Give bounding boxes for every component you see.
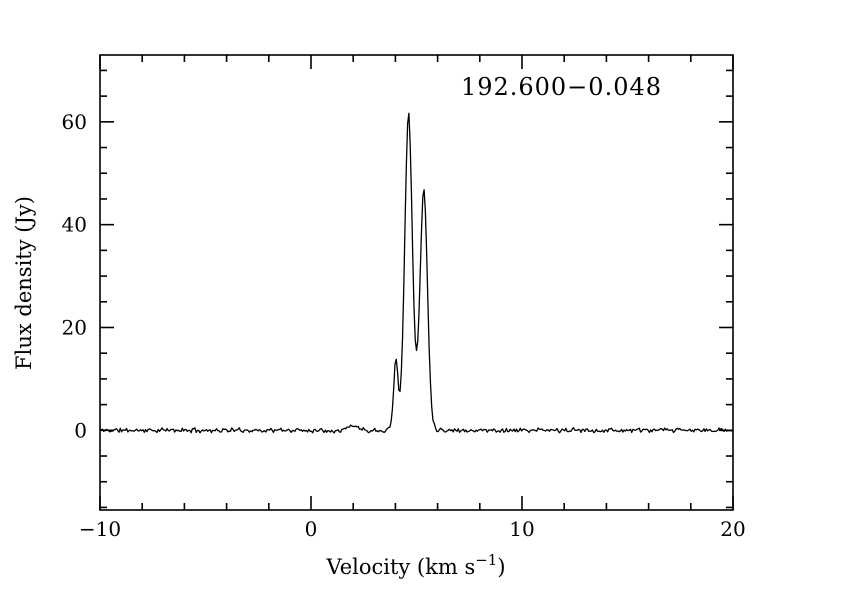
- plot-frame: [99, 54, 734, 511]
- x-tick-label: 20: [720, 517, 745, 541]
- x-tick-label: 10: [509, 517, 534, 541]
- y-axis-label: Flux density (Jy): [12, 196, 36, 370]
- spectrum-line: [99, 112, 734, 434]
- y-tick-label: 60: [62, 110, 87, 134]
- x-axis-label: Velocity (km s−1): [325, 551, 505, 579]
- plot-area: −10 0 10 20 0 20 40 60: [62, 54, 746, 541]
- source-name-label: 192.600−0.048: [461, 73, 662, 101]
- y-tick-label: 0: [74, 418, 87, 442]
- x-tick-label: 0: [305, 517, 318, 541]
- y-tick-label: 40: [62, 213, 87, 237]
- x-tick-label: −10: [79, 517, 121, 541]
- y-tick-label: 20: [62, 315, 87, 339]
